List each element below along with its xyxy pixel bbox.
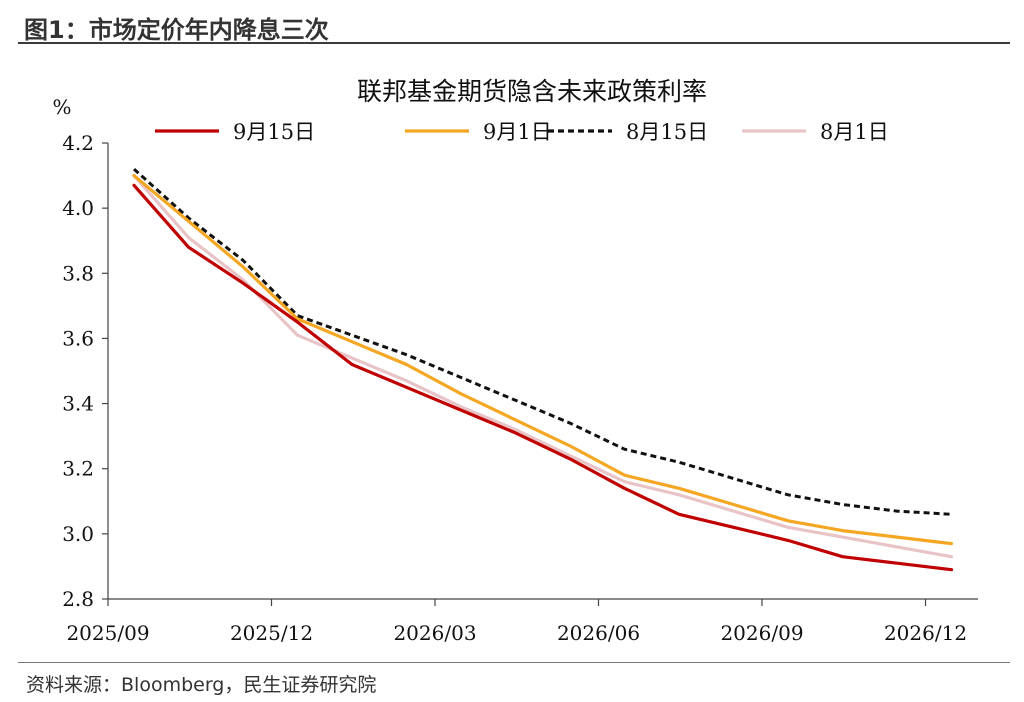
- figure-header: 图1：市场定价年内降息三次: [18, 6, 1010, 44]
- legend-label-4: 8月1日: [820, 120, 889, 144]
- x-tick-label: 2025/12: [230, 621, 313, 645]
- y-tick-label: 3.0: [62, 522, 94, 546]
- series-line-1: [132, 183, 954, 572]
- x-tick-label: 2026/06: [557, 621, 640, 645]
- y-tick-label: 3.8: [62, 261, 94, 285]
- x-tick-label: 2025/09: [66, 621, 149, 645]
- x-axis: 2025/09 2025/12 2026/03 2026/06 2026/09 2026/…: [66, 598, 978, 645]
- source-note: 资料来源：Bloomberg，民生证券研究院: [26, 674, 377, 696]
- y-tick-label: 2.8: [62, 587, 94, 611]
- x-tick-label: 2026/12: [884, 621, 967, 645]
- series-line-4: [132, 174, 954, 559]
- legend-label-3: 8月15日: [626, 120, 708, 144]
- x-tick-label: 2026/09: [720, 621, 803, 645]
- figure-title: 图1：市场定价年内降息三次: [24, 16, 329, 44]
- series-line-3: [132, 167, 952, 516]
- y-tick-label: 3.6: [62, 326, 94, 350]
- y-tick-label: 4.2: [62, 131, 94, 155]
- series-lines: [132, 167, 954, 572]
- y-axis: 4.2 4.0 3.8 3.6 3.4 3.2 3.0 2.8: [62, 131, 109, 611]
- y-tick-label: 3.2: [62, 457, 94, 481]
- legend-label-2: 9月1日: [483, 120, 552, 144]
- y-tick-label: 4.0: [62, 196, 94, 220]
- footer-divider: [18, 662, 1010, 663]
- y-axis-unit: %: [52, 95, 71, 119]
- legend-label-1: 9月15日: [233, 120, 315, 144]
- legend: 9月15日 9月1日 8月15日 8月1日: [155, 120, 889, 144]
- chart-title: 联邦基金期货隐含未来政策利率: [357, 77, 707, 106]
- series-line-2: [132, 174, 954, 546]
- x-tick-label: 2026/03: [393, 621, 476, 645]
- y-tick-label: 3.4: [62, 392, 94, 416]
